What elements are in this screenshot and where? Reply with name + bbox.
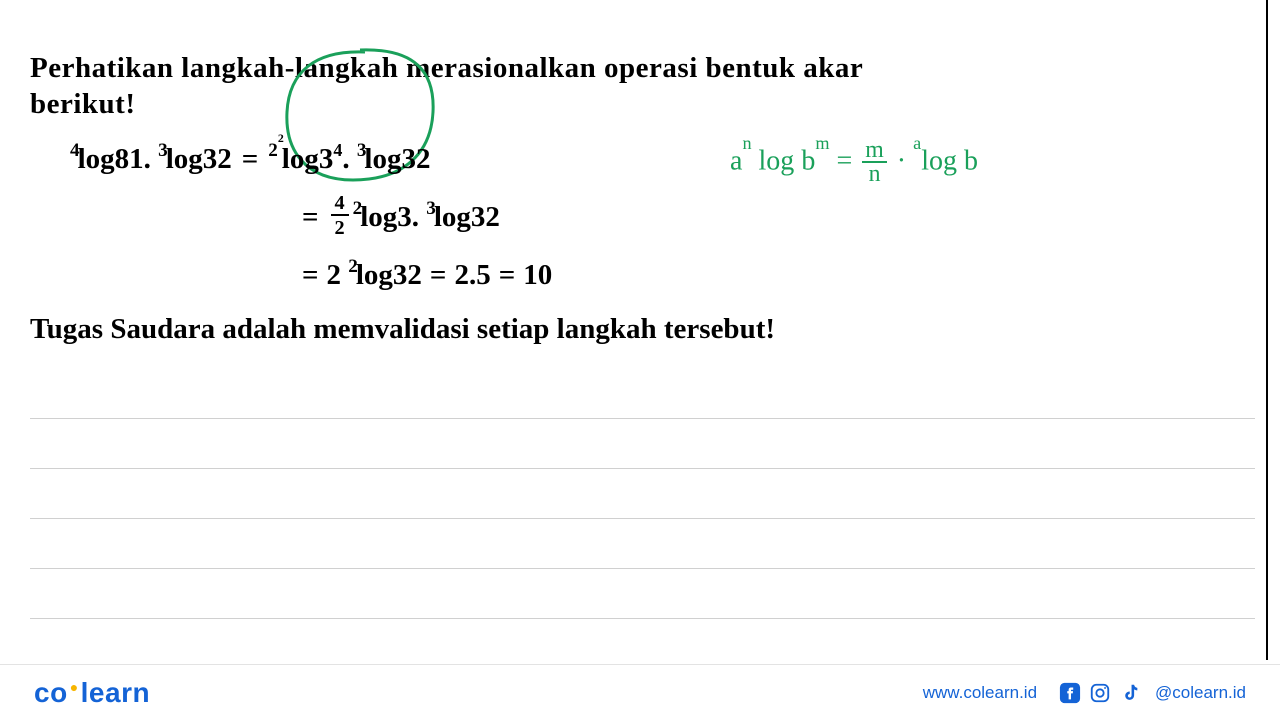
rule-line xyxy=(30,518,1255,519)
footer: co●learn www.colearn.id @colearn.id xyxy=(0,664,1280,720)
handwritten-formula: an log bm = mn · alog b xyxy=(730,140,978,186)
facebook-icon xyxy=(1059,682,1081,704)
heading-line2: berikut! xyxy=(30,88,136,120)
ruled-lines xyxy=(30,418,1255,668)
task-text: Tugas Saudara adalah memvalidasi setiap … xyxy=(30,313,1080,346)
rule-line xyxy=(30,618,1255,619)
logo-dot: ● xyxy=(70,679,79,695)
tiktok-icon xyxy=(1119,682,1141,704)
heading-line1: Perhatikan langkah-langkah merasionalkan… xyxy=(30,52,863,84)
instagram-icon xyxy=(1089,682,1111,704)
social-handle: @colearn.id xyxy=(1155,683,1246,703)
social-icons: @colearn.id xyxy=(1059,682,1246,704)
rule-line xyxy=(30,468,1255,469)
logo: co●learn xyxy=(34,677,150,709)
site-url: www.colearn.id xyxy=(923,683,1037,703)
right-border xyxy=(1266,0,1268,660)
logo-learn: learn xyxy=(81,677,150,708)
eq-row-3: = 2 2log 32 = 2.5 = 10 xyxy=(70,247,1080,305)
rule-line xyxy=(30,418,1255,419)
main-content: Perhatikan langkah-langkah merasionalkan… xyxy=(30,50,1080,346)
rule-line xyxy=(30,568,1255,569)
eq-row-2: = 42 2log 3 . 3log 32 xyxy=(70,189,1080,247)
logo-co: co xyxy=(34,677,68,708)
heading: Perhatikan langkah-langkah merasionalkan… xyxy=(30,50,1080,123)
